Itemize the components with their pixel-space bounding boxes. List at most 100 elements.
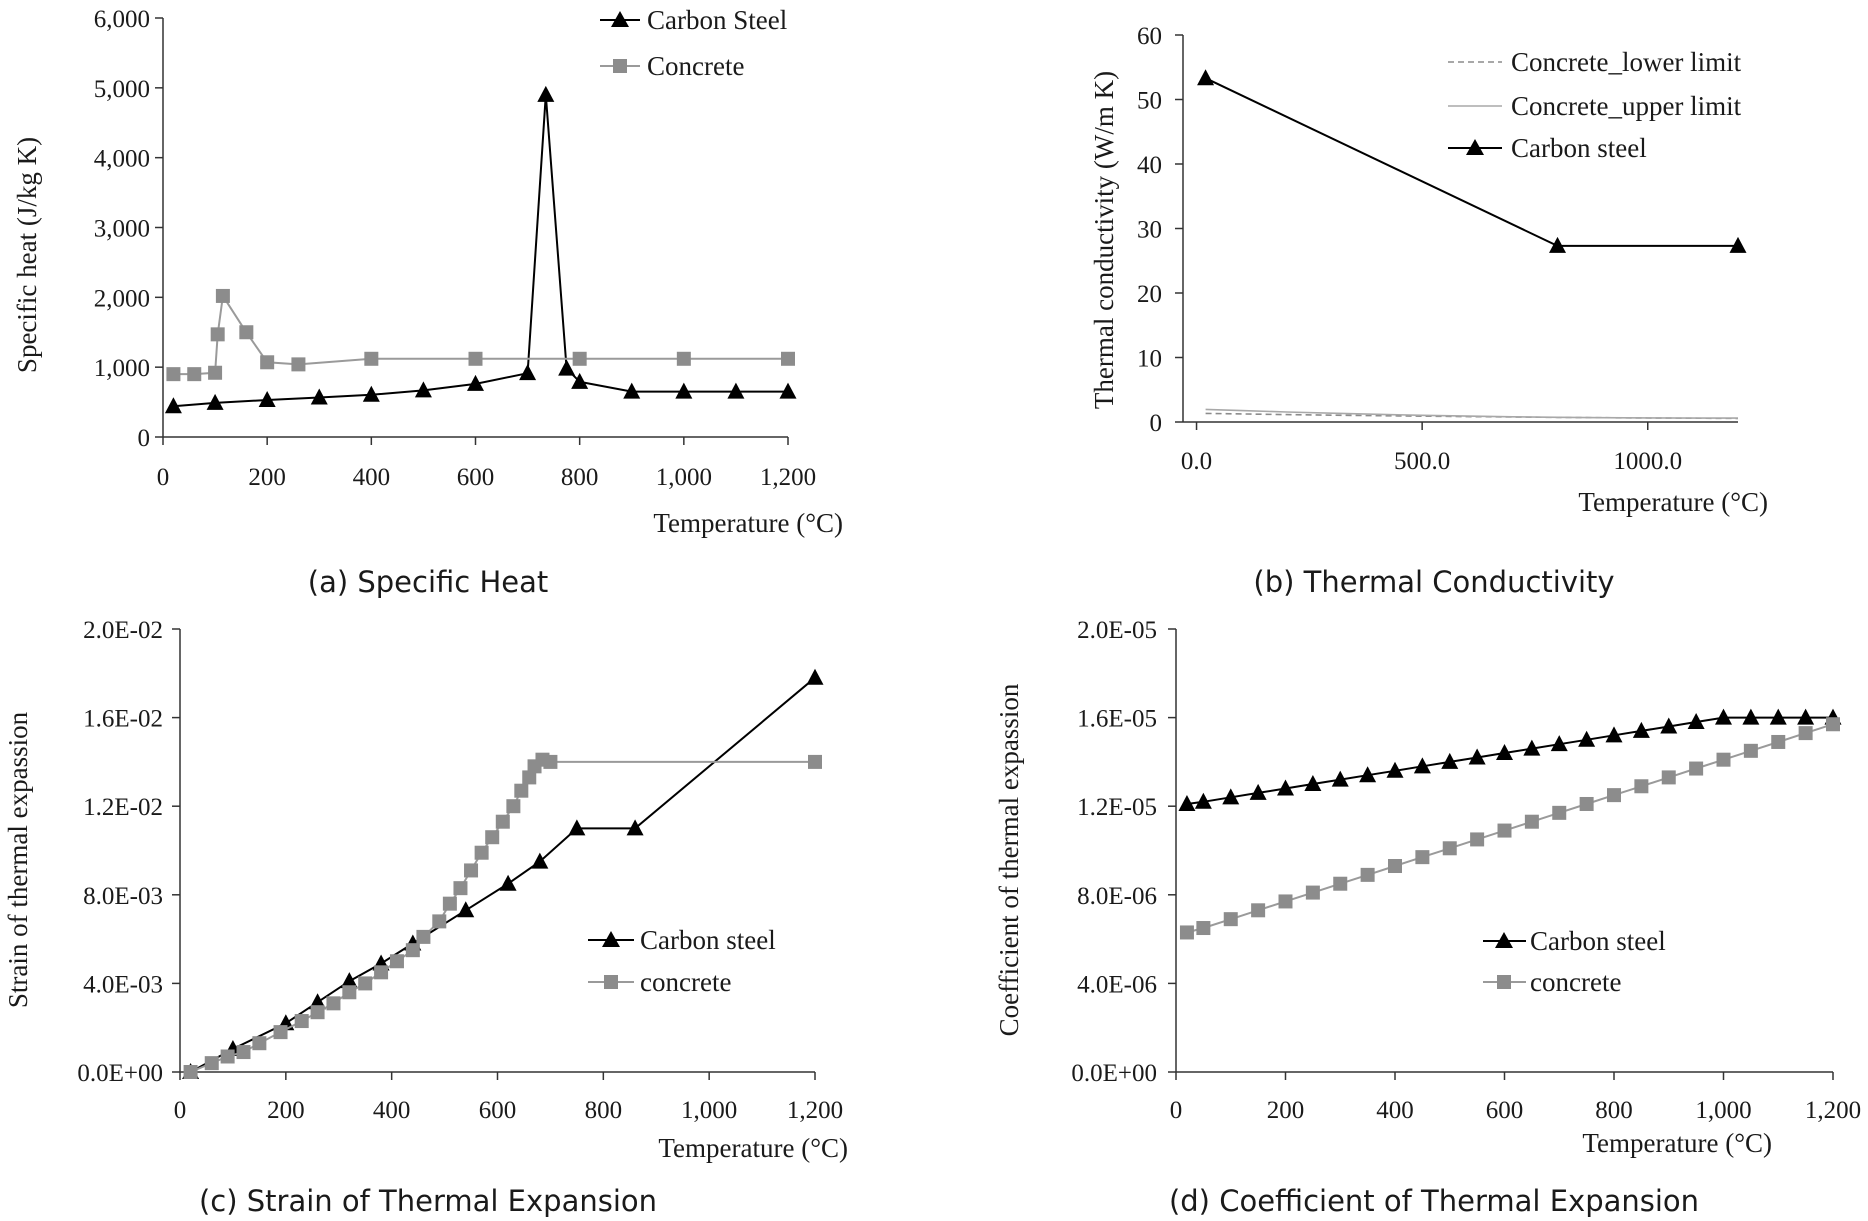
x-tick-label: 1,000 [681,1097,737,1124]
data-point-carbon-steel [1729,236,1747,253]
data-point-carbon-steel [558,359,576,376]
data-point-concrete [1579,796,1594,811]
data-point-concrete [208,365,223,380]
legend-entry-concrete-d: concrete [1483,967,1621,997]
y-axis-title-b: Thermal conductivity (W/m K) [1089,71,1119,409]
data-point-concrete [1442,841,1457,856]
data-point-concrete [187,367,202,382]
data-point-carbon-steel [1359,766,1377,783]
y-tick-label: 2.0E-05 [1077,617,1157,644]
x-tick-label: 200 [248,464,286,491]
data-point-carbon-steel [623,382,641,399]
legend-label-carbon-steel-b: Carbon steel [1511,133,1647,163]
legend-entry-carbon-steel-b: Carbon steel [1448,133,1647,163]
x-tick-label: 500.0 [1394,448,1450,475]
data-point-carbon-steel [1578,730,1596,747]
y-tick-label: 0 [1150,410,1163,437]
x-tick-label: 0.0 [1181,448,1212,475]
plot-area-b: 0 10 20 30 40 50 60 0.0 500.0 1000.0 [1137,23,1747,475]
plot-area-c: 0.0E+00 4.0E-03 8.0E-03 1.2E-02 1.6E-02 2.0E-… [77,617,843,1124]
legend-b: Concrete_lower limit Concrete_upper limi… [1448,47,1742,163]
y-tick-label: 20 [1137,281,1162,308]
data-point-concrete [676,351,691,366]
y-tick-label: 2,000 [94,285,150,312]
x-tick-label: 1,000 [1695,1097,1751,1124]
data-point-carbon-steel [1550,735,1568,752]
y-tick-label: 0.0E+00 [1071,1060,1157,1087]
data-point-carbon-steel [1797,708,1815,725]
x-tick-label: 800 [561,464,599,491]
plot-area-d: 0.0E+00 4.0E-06 8.0E-06 1.2E-05 1.6E-05 2.0E-… [1071,617,1861,1124]
y-tick-label: 1.6E-02 [83,706,163,733]
legend-entry-carbon-steel: Carbon Steel [600,5,787,35]
legend-entry-concrete-upper: Concrete_upper limit [1448,91,1742,121]
legend-label-concrete: Concrete [647,51,744,81]
y-tick-label: 8.0E-03 [83,883,163,910]
data-point-concrete [1388,859,1402,874]
data-point-carbon-steel [519,364,537,381]
y-tick-label: 1.6E-05 [1077,706,1157,733]
y-tick-label: 60 [1137,23,1162,50]
data-point-carbon-steel [1742,708,1760,725]
data-point-carbon-steel [1413,757,1431,774]
legend-label-concrete-lower: Concrete_lower limit [1511,47,1742,77]
data-point-concrete [808,754,822,769]
data-point-carbon-steel [531,852,549,869]
data-point-carbon-steel [1660,717,1678,734]
y-tick-label: 3,000 [94,216,150,243]
x-axis-title-b: Temperature (°C) [1578,487,1768,517]
legend-label-concrete-c: concrete [640,967,731,997]
y-tick-label: 50 [1137,88,1162,115]
data-point-carbon-steel [1496,744,1513,761]
y-tick-label: 6,000 [94,6,150,33]
data-point-concrete [453,881,468,896]
data-point-carbon-steel [1549,236,1567,253]
data-point-concrete [220,1049,235,1064]
data-point-concrete [432,914,447,929]
x-tick-label: 600 [479,1097,517,1124]
plot-area-a: 0 1,000 2,000 3,000 4,000 5,000 6,000 0 200 400 60… [94,6,816,491]
legend-entry-concrete-lower: Concrete_lower limit [1448,47,1742,77]
data-point-concrete [215,288,230,303]
data-point-concrete [416,929,431,944]
data-point-carbon-steel [164,397,182,414]
y-tick-label: 10 [1137,346,1162,373]
data-point-carbon-steel [1249,783,1267,800]
data-point-concrete [506,799,521,814]
caption-a: (a) Specific Heat [308,565,549,599]
data-point-concrete [364,351,379,366]
data-point-carbon-steel [568,819,586,836]
data-point-concrete [183,1065,198,1079]
data-point-concrete [1251,903,1266,918]
x-tick-label: 800 [585,1097,623,1124]
legend-label-carbon-steel-d: Carbon steel [1530,926,1666,956]
data-point-carbon-steel [727,382,745,399]
data-point-concrete [1716,752,1731,767]
data-point-carbon-steel [1632,721,1650,738]
data-point-carbon-steel [806,668,824,685]
data-point-concrete [1634,779,1649,794]
x-tick-label: 0 [1170,1097,1183,1124]
data-point-carbon-steel [1441,752,1459,769]
legend-label-concrete-upper: Concrete_upper limit [1511,91,1742,121]
caption-d: (d) Coefficient of Thermal Expansion [1169,1184,1699,1218]
data-point-concrete [358,976,373,991]
data-point-concrete [1223,912,1238,927]
data-point-carbon-steel [1197,69,1215,86]
data-point-carbon-steel [1386,761,1404,778]
data-point-carbon-steel [571,372,589,389]
legend-entry-concrete-c: concrete [588,967,731,997]
data-point-carbon-steel [1277,779,1294,796]
y-tick-label: 0 [138,425,151,452]
data-point-concrete [1771,734,1786,749]
x-axis-title-a: Temperature (°C) [653,508,843,538]
x-tick-label: 1000.0 [1613,448,1682,475]
data-point-carbon-steel [779,382,797,399]
legend-marker-carbon-steel-c [602,931,620,947]
data-point-concrete [1689,761,1704,776]
data-point-concrete [485,830,500,845]
legend-entry-carbon-steel-c: Carbon steel [588,925,776,955]
series-line-c-carbon-steel [190,676,816,1073]
data-point-concrete [442,896,457,911]
data-point-carbon-steel [258,390,276,407]
